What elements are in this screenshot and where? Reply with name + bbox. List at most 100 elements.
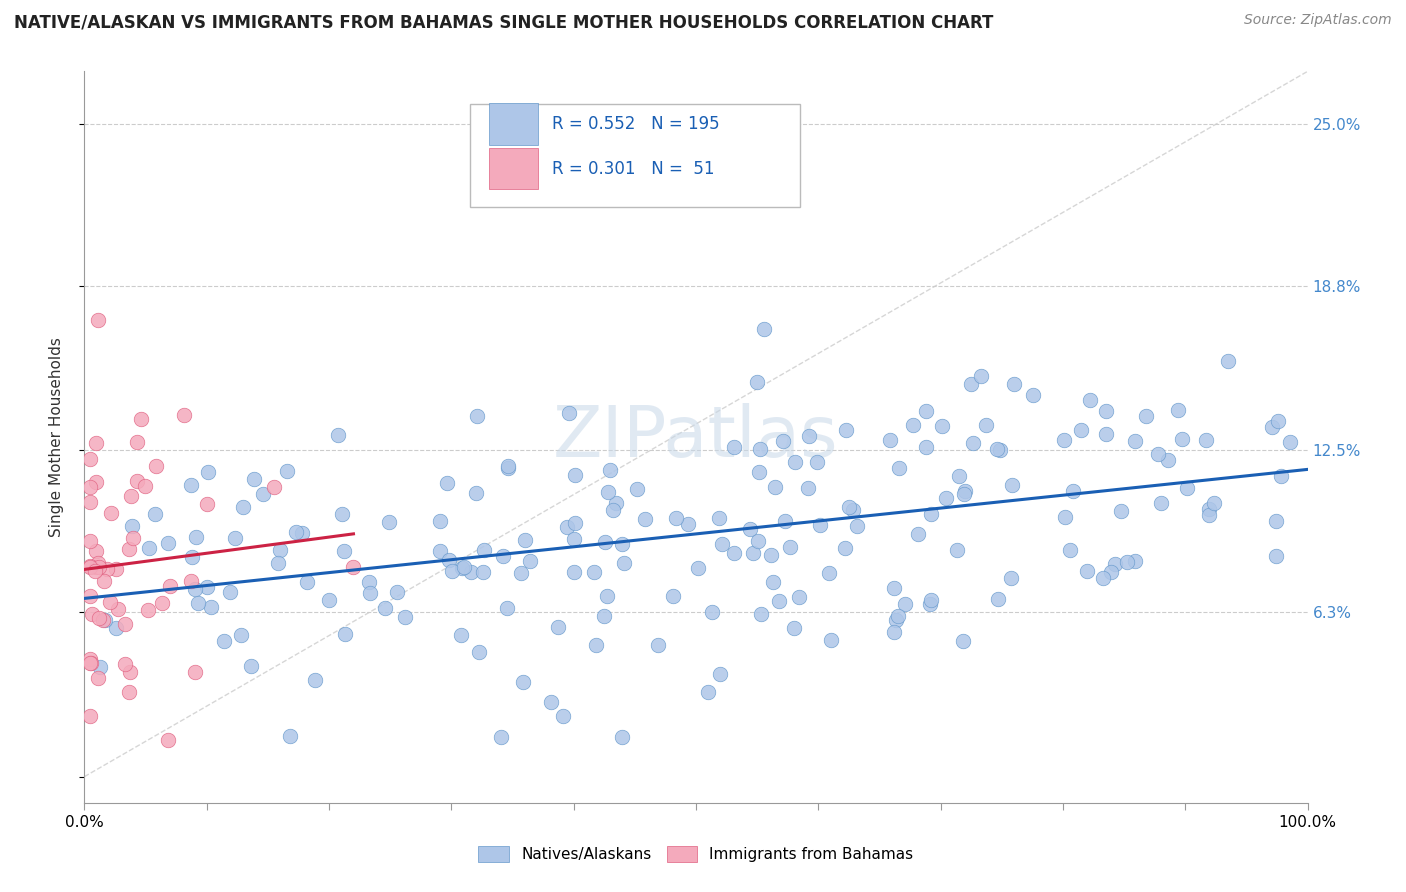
Text: R = 0.301   N =  51: R = 0.301 N = 51 (551, 160, 714, 178)
Point (332, 543, 354, 558)
Point (742, 546, 765, 560)
Point (374, 601, 396, 615)
Point (100, 506, 122, 520)
Point (79, 708, 101, 723)
FancyBboxPatch shape (489, 148, 538, 189)
Point (89, 611, 111, 625)
Point (184, 665, 207, 680)
Point (920, 597, 942, 611)
Point (173, 408, 195, 422)
Point (465, 409, 488, 424)
Point (467, 645, 489, 659)
Point (1264, 514, 1286, 528)
Point (118, 685, 141, 699)
Point (935, 491, 957, 506)
Point (647, 638, 669, 652)
Point (921, 507, 943, 521)
Point (748, 465, 770, 479)
Point (84, 559, 107, 574)
Point (134, 479, 156, 493)
Point (662, 589, 685, 603)
Legend: Natives/Alaskans, Immigrants from Bahamas: Natives/Alaskans, Immigrants from Bahama… (472, 840, 920, 868)
Point (239, 659, 262, 673)
Point (697, 685, 720, 699)
Point (846, 519, 869, 533)
Point (562, 565, 585, 579)
Point (879, 434, 901, 448)
Point (219, 585, 242, 599)
Point (1202, 496, 1225, 510)
Point (79, 495, 101, 509)
Point (79, 558, 101, 573)
Point (359, 585, 381, 599)
Point (304, 673, 326, 687)
Point (605, 496, 627, 510)
Point (159, 579, 181, 593)
Point (884, 613, 907, 627)
Point (768, 594, 790, 608)
Point (564, 516, 586, 530)
Point (519, 554, 541, 568)
Point (429, 543, 451, 558)
Point (291, 525, 314, 540)
Point (555, 520, 578, 534)
Point (437, 553, 460, 567)
Point (773, 515, 796, 529)
Point (157, 733, 180, 747)
Point (752, 322, 775, 336)
Point (1264, 549, 1286, 563)
Point (114, 616, 136, 631)
Point (127, 474, 149, 488)
Point (252, 486, 274, 500)
Point (118, 541, 141, 556)
Point (263, 480, 285, 494)
Text: Source: ZipAtlas.com: Source: ZipAtlas.com (1244, 13, 1392, 28)
Point (1167, 402, 1189, 417)
Point (585, 638, 607, 652)
Point (1001, 477, 1024, 491)
Point (79, 560, 101, 574)
Point (738, 522, 761, 536)
Point (596, 589, 619, 603)
Point (1070, 424, 1092, 438)
Point (342, 560, 364, 574)
Point (79, 480, 101, 494)
Point (284, 525, 307, 540)
Point (357, 574, 380, 589)
Point (197, 465, 219, 479)
Y-axis label: Single Mother Households: Single Mother Households (49, 337, 63, 537)
Point (709, 510, 731, 524)
Point (1218, 354, 1240, 368)
Point (1053, 433, 1076, 447)
Point (759, 548, 782, 562)
Point (665, 511, 688, 525)
Point (688, 560, 710, 574)
Point (1278, 435, 1301, 450)
Point (772, 434, 794, 448)
Point (612, 731, 634, 745)
Point (1270, 468, 1292, 483)
Point (1109, 504, 1132, 518)
Point (1091, 571, 1114, 585)
Point (547, 620, 569, 634)
Point (295, 575, 318, 590)
Point (429, 514, 451, 528)
Point (987, 592, 1010, 607)
Point (700, 605, 723, 619)
Point (94, 613, 117, 627)
Point (121, 519, 143, 533)
Point (818, 566, 841, 580)
Point (883, 625, 905, 640)
Point (946, 542, 969, 557)
Point (1175, 481, 1198, 495)
Point (195, 581, 218, 595)
Point (105, 562, 128, 576)
Point (626, 482, 648, 496)
Point (948, 469, 970, 483)
Point (138, 541, 160, 556)
Point (842, 502, 865, 516)
Point (1171, 432, 1194, 446)
Point (450, 627, 472, 641)
Point (453, 560, 475, 574)
Point (540, 695, 562, 709)
